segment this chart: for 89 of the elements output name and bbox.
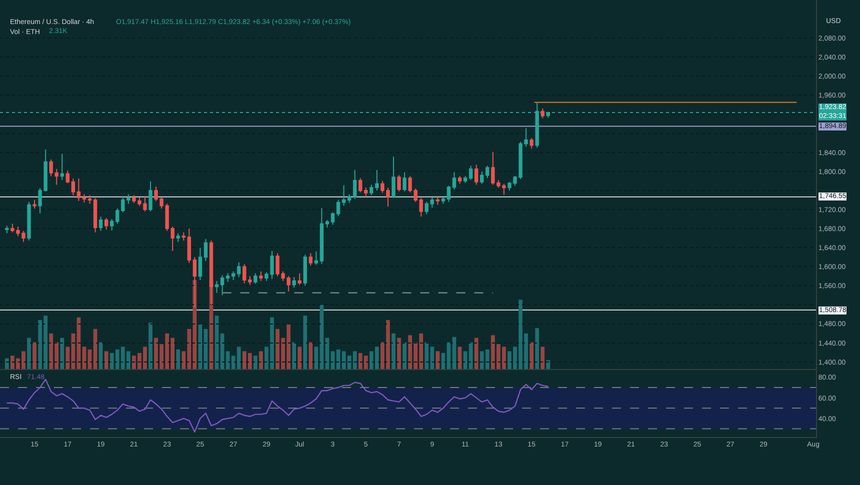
candlestick: [474, 164, 478, 186]
candlestick: [54, 168, 58, 186]
candlestick: [308, 252, 313, 266]
candlestick: [82, 194, 86, 203]
candlestick: [397, 174, 401, 192]
bar: [27, 338, 31, 369]
candlestick: [463, 176, 468, 184]
candlestick: [32, 199, 36, 210]
candlestick: [248, 276, 252, 286]
candlestick: [187, 228, 192, 264]
candlestick: [93, 198, 98, 233]
candlestick: [176, 232, 180, 242]
bar: [298, 346, 302, 369]
bar: [468, 342, 473, 369]
candlestick: [182, 232, 186, 241]
candlestick: [330, 212, 335, 226]
candlestick: [298, 272, 302, 286]
bar: [392, 333, 396, 369]
bar: [474, 338, 478, 369]
bar: [308, 342, 313, 369]
candlestick: [148, 180, 152, 212]
bar: [303, 316, 308, 369]
candlestick: [254, 272, 258, 284]
candlestick: [66, 170, 70, 184]
candlestick: [336, 199, 340, 217]
candlestick: [402, 172, 406, 192]
candlestick: [237, 262, 241, 278]
candlestick: [259, 270, 263, 282]
candlestick: [458, 176, 462, 184]
candlestick: [231, 270, 236, 280]
candlestick: [49, 159, 53, 177]
bar: [32, 342, 36, 369]
candlestick: [214, 280, 219, 294]
candlestick: [71, 178, 76, 196]
candlestick: [5, 225, 9, 234]
candlestick: [347, 194, 352, 204]
bar: [4, 358, 9, 369]
line-series: [6, 378, 549, 432]
bar: [259, 351, 263, 369]
bar: [60, 338, 64, 369]
bar: [546, 360, 550, 369]
candlestick: [364, 187, 368, 197]
candlestick: [198, 247, 202, 280]
candlestick: [486, 165, 490, 179]
candlestick: [60, 153, 64, 180]
candlestick: [220, 274, 224, 296]
candlestick: [452, 172, 456, 190]
candlestick: [121, 196, 125, 213]
candlestick: [110, 218, 114, 231]
candlestick: [292, 276, 296, 288]
candlestick: [242, 264, 246, 284]
candlestick: [446, 185, 451, 202]
candlestick: [325, 219, 330, 228]
candlestick: [352, 169, 357, 200]
candlestick: [436, 196, 440, 206]
bar: [402, 342, 406, 369]
candlestick: [441, 197, 446, 204]
bar: [535, 328, 540, 369]
candlestick: [419, 198, 423, 218]
bar: [540, 346, 545, 369]
candlestick: [358, 178, 362, 193]
candlestick: [88, 194, 92, 204]
bar: [254, 356, 258, 369]
candlestick: [320, 208, 324, 264]
candlestick: [424, 201, 428, 215]
candlestick: [540, 108, 544, 119]
candlestick: [480, 170, 484, 184]
candlestick: [204, 238, 208, 262]
candlestick: [392, 156, 396, 199]
candlestick: [303, 254, 307, 286]
bar: [397, 338, 401, 369]
candlestick: [126, 194, 130, 204]
bar: [292, 342, 296, 369]
candlestick: [468, 165, 473, 180]
candlestick: [76, 178, 81, 202]
bar: [148, 322, 152, 369]
candlestick: [116, 208, 120, 224]
candlestick: [104, 218, 108, 230]
candlestick: [314, 250, 318, 266]
bar: [176, 349, 180, 369]
candlestick: [98, 216, 103, 232]
candlestick: [530, 138, 534, 150]
candlestick: [27, 201, 31, 241]
candlestick: [430, 197, 434, 208]
candlestick: [342, 184, 346, 206]
candlestick: [226, 272, 230, 282]
bar: [104, 351, 108, 369]
bar: [452, 336, 456, 369]
bar: [530, 342, 534, 369]
